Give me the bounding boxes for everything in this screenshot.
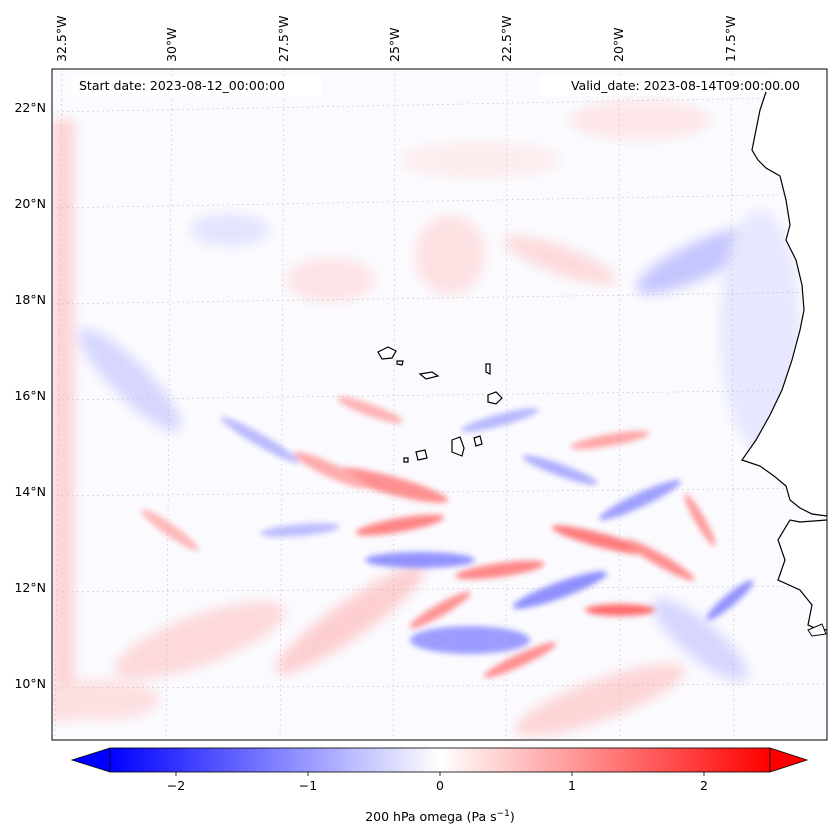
lat-label-22n: 22°N <box>14 100 46 115</box>
lat-label-18n: 18°N <box>14 292 46 307</box>
colorbar-tick-label: −2 <box>167 778 185 793</box>
valid-date-label: Valid_date: 2023-08-14T09:00:00.00 <box>571 78 800 93</box>
colorbar-tick-label: −1 <box>299 778 317 793</box>
lat-label-10n: 10°N <box>14 676 46 691</box>
colorbar: −2 −1 0 1 2 200 hPa omega (Pa s−1) <box>70 747 809 824</box>
lon-label-25w: 25°W <box>387 27 402 62</box>
lon-label-17-5w: 17.5°W <box>723 16 738 62</box>
colorbar-extend-low <box>70 747 111 773</box>
lat-label-20n: 20°N <box>14 196 46 211</box>
lon-label-20w: 20°W <box>611 27 626 62</box>
latitude-labels: 22°N 20°N 18°N 16°N 14°N 12°N 10°N <box>14 100 46 691</box>
colorbar-gradient <box>109 747 771 773</box>
lon-label-27-5w: 27.5°W <box>276 16 291 62</box>
lon-label-22-5w: 22.5°W <box>499 16 514 62</box>
colorbar-tick-label: 1 <box>568 778 576 793</box>
colorbar-tick-label: 0 <box>436 778 444 793</box>
coastline <box>741 69 827 637</box>
colorbar-label: 200 hPa omega (Pa s−1) <box>365 809 515 824</box>
lat-label-14n: 14°N <box>14 484 46 499</box>
map-frame <box>51 68 828 741</box>
start-date-label: Start date: 2023-08-12_00:00:00 <box>79 78 285 93</box>
longitude-labels: 32.5°W 30°W 27.5°W 25°W 22.5°W 20°W 17.5… <box>54 16 738 62</box>
lat-label-12n: 12°N <box>14 580 46 595</box>
colorbar-extend-high <box>769 747 809 773</box>
lon-label-30w: 30°W <box>164 27 179 62</box>
colorbar-tick-label: 2 <box>700 778 708 793</box>
lat-label-16n: 16°N <box>14 388 46 403</box>
gridlines <box>52 69 827 740</box>
map-panel: Start date: 2023-08-12_00:00:00 Valid_da… <box>51 68 828 741</box>
cape-verde-islands <box>377 346 503 463</box>
omega-field <box>52 69 827 740</box>
colorbar-ticks: −2 −1 0 1 2 <box>167 772 708 793</box>
lon-label-32-5w: 32.5°W <box>54 16 69 62</box>
